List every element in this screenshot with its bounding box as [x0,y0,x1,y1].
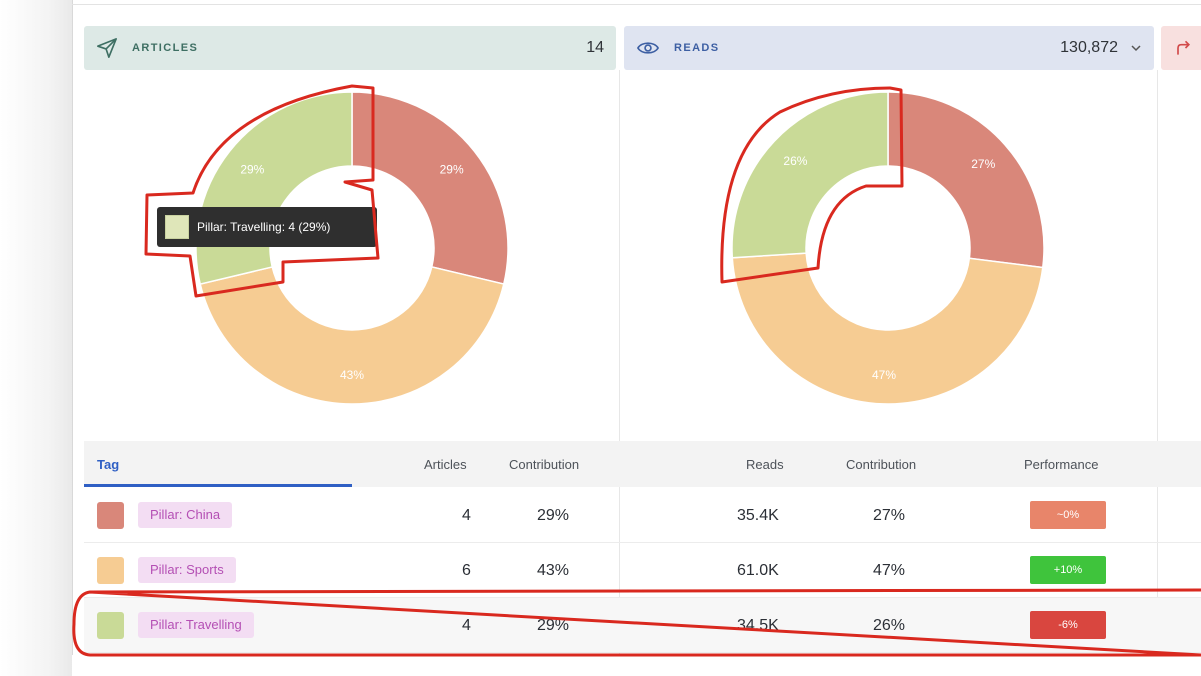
reads-contribution-cell: 26% [873,617,906,634]
reads-column-header[interactable]: Reads [746,457,784,472]
reads-count: 130,872 [1060,39,1118,56]
tooltip-text: Pillar: Travelling: 4 (29%) [197,220,331,234]
slice-label: 29% [440,162,464,176]
tag-column-header[interactable]: Tag [97,457,120,472]
reads-donut-chart: 27% 47% 26% [731,91,1045,405]
slice-label: 29% [240,162,264,176]
articles-cell: 4 [462,617,471,634]
contribution-cell: 29% [537,617,570,634]
slice-label: 26% [783,154,807,168]
articles-cell: 6 [462,562,471,579]
reads-cell: 61.0K [737,562,779,579]
donut-slice-pillar-china[interactable] [351,91,509,285]
articles-count: 14 [586,39,604,56]
reads-contribution-column-header[interactable]: Contribution [846,457,917,472]
slice-label: 47% [872,368,896,382]
reads-contribution-cell: 27% [873,507,906,524]
donut-slice-pillar-china[interactable] [887,91,1045,269]
performance-column-header[interactable]: Performance [1024,457,1099,472]
donut-slice-pillar-travelling[interactable] [731,91,889,259]
reads-cell: 34.5K [737,617,779,634]
table-row[interactable]: Pillar: Sports 6 43% 61.0K 47% +10% [84,543,1201,598]
performance-badge: ~0% [1030,501,1106,529]
color-swatch [97,502,124,529]
slice-label: 43% [340,368,364,382]
eye-icon [636,42,660,54]
slice-label: 27% [971,157,995,171]
chevron-down-icon[interactable] [1130,42,1142,54]
share-arrow-icon [1177,40,1191,55]
reads-label: READS [674,42,720,54]
page-shadow [0,0,72,676]
articles-label: ARTICLES [132,42,199,54]
chart-tooltip: Pillar: Travelling: 4 (29%) [157,207,377,247]
top-divider [72,0,1201,5]
contribution-cell: 29% [537,507,570,524]
tooltip-swatch [165,215,189,239]
performance-badge: -6% [1030,611,1106,639]
column-divider [619,70,620,655]
reads-contribution-cell: 47% [873,562,906,579]
table-header: Tag Articles Contribution Reads Contribu… [84,441,1201,487]
articles-cell: 4 [462,507,471,524]
tag-pill[interactable]: Pillar: Sports [138,557,236,583]
column-divider [1157,70,1158,655]
performance-badge: +10% [1030,556,1106,584]
tag-pill[interactable]: Pillar: China [138,502,233,528]
donut-slice-pillar-sports[interactable] [199,266,505,405]
donut-slice-pillar-sports[interactable] [731,252,1044,405]
articles-donut-chart: 29% 43% 29% [195,91,509,405]
donut-slice-pillar-travelling[interactable] [195,91,353,285]
color-swatch [97,612,124,639]
tag-pill[interactable]: Pillar: Travelling [138,612,254,638]
reads-panel-header[interactable]: READS 130,872 [624,26,1154,70]
color-swatch [97,557,124,584]
table-row[interactable]: Pillar: China 4 29% 35.4K 27% ~0% [84,488,1201,543]
articles-column-header[interactable]: Articles [424,457,467,472]
contribution-cell: 43% [537,562,570,579]
articles-panel-header[interactable]: ARTICLES 14 [84,26,616,70]
shares-panel-header[interactable] [1161,26,1201,70]
contribution-column-header[interactable]: Contribution [509,457,580,472]
active-sort-underline [84,484,352,487]
paper-plane-icon [97,38,117,58]
reads-cell: 35.4K [737,507,779,524]
table-row[interactable]: Pillar: Travelling 4 29% 34.5K 26% -6% [84,598,1201,653]
